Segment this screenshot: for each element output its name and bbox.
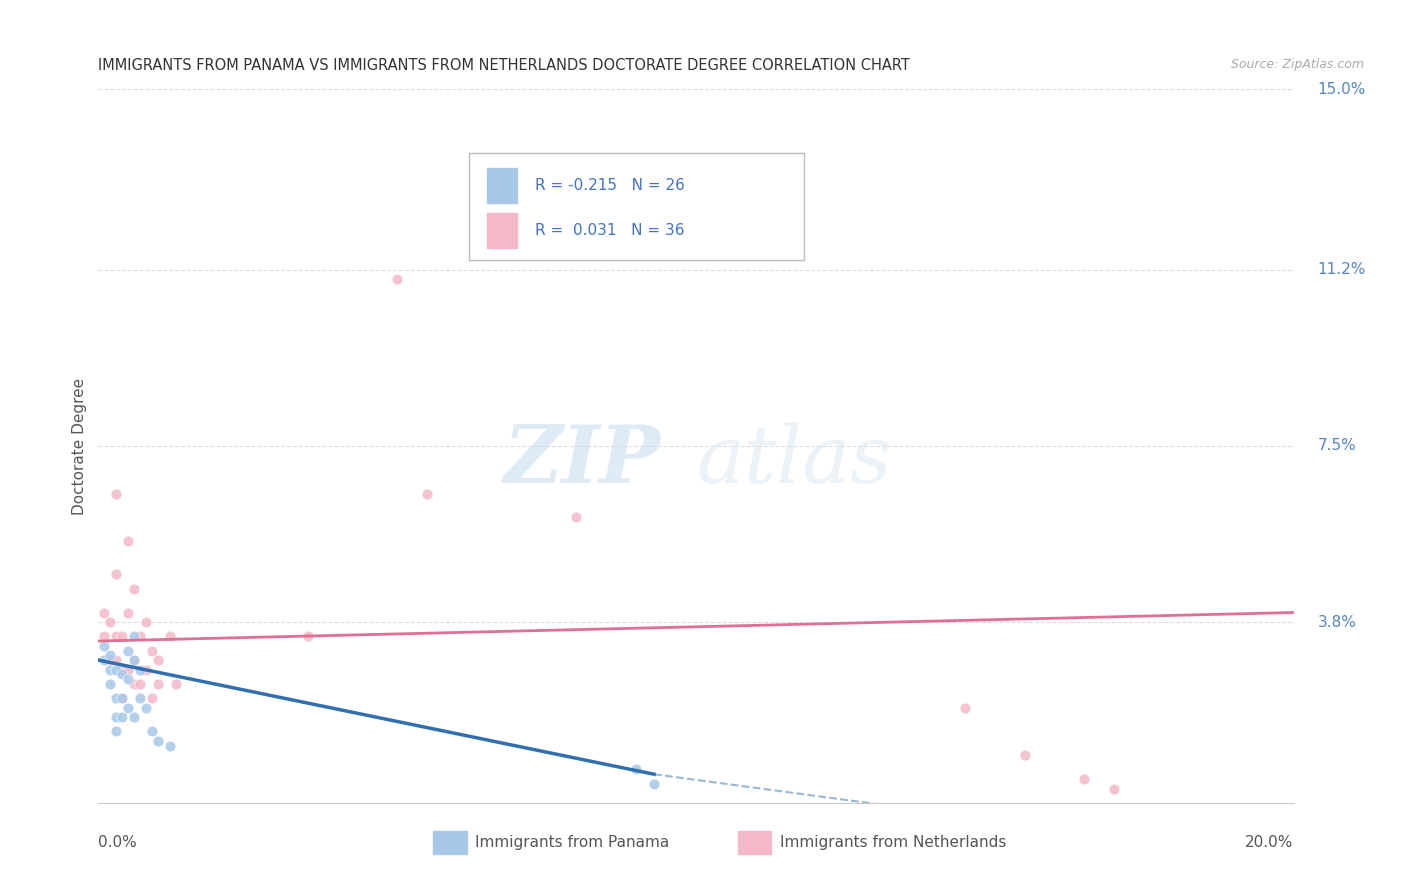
Text: atlas: atlas (696, 422, 891, 499)
Point (129, 677, 152, 691)
Point (111, 691, 134, 706)
Text: R =  0.031   N = 36: R = 0.031 N = 36 (534, 223, 685, 238)
Point (98, 663, 122, 677)
Point (105, 629, 128, 643)
Point (117, 663, 139, 677)
Point (148, 677, 170, 691)
Point (297, 629, 319, 643)
Text: R = -0.215   N = 26: R = -0.215 N = 26 (534, 178, 685, 193)
Point (124, 653, 146, 667)
Point (141, 643, 163, 657)
Text: 15.0%: 15.0% (1317, 82, 1365, 96)
Point (159, 739, 181, 753)
Y-axis label: Doctorate Degree: Doctorate Degree (72, 377, 87, 515)
Point (475, 201, 498, 215)
Point (1073, 772, 1095, 786)
Point (117, 700, 139, 714)
Text: Immigrants from Netherlands: Immigrants from Netherlands (779, 835, 1007, 850)
Point (141, 691, 163, 706)
Point (98, 648, 122, 663)
Point (117, 534, 139, 549)
Point (98, 677, 122, 691)
Point (135, 663, 157, 677)
Text: ZIP: ZIP (503, 422, 661, 499)
FancyBboxPatch shape (486, 168, 517, 203)
Point (165, 677, 187, 691)
Text: IMMIGRANTS FROM PANAMA VS IMMIGRANTS FROM NETHERLANDS DOCTORATE DEGREE CORRELATI: IMMIGRANTS FROM PANAMA VS IMMIGRANTS FRO… (98, 58, 910, 73)
Point (111, 667, 134, 681)
Point (1014, 748, 1036, 763)
Point (124, 629, 146, 643)
Point (124, 710, 146, 724)
Point (93, 606, 115, 620)
FancyBboxPatch shape (433, 831, 467, 855)
Point (105, 710, 128, 724)
Point (111, 691, 134, 706)
Point (124, 582, 146, 596)
Point (129, 691, 152, 706)
Text: Source: ZipAtlas.com: Source: ZipAtlas.com (1230, 58, 1364, 71)
Point (93, 629, 115, 643)
Point (105, 567, 128, 582)
Text: 20.0%: 20.0% (1246, 835, 1294, 850)
Text: Immigrants from Panama: Immigrants from Panama (475, 835, 669, 850)
Point (565, 510, 588, 524)
Point (148, 734, 170, 748)
Point (135, 700, 157, 714)
Text: 0.0%: 0.0% (98, 835, 138, 850)
Point (643, 777, 665, 791)
Point (124, 653, 146, 667)
FancyBboxPatch shape (470, 153, 804, 260)
Point (159, 629, 181, 643)
Point (93, 639, 115, 653)
Point (117, 606, 139, 620)
Point (117, 672, 139, 686)
Point (148, 653, 170, 667)
Point (105, 691, 128, 706)
Point (129, 663, 152, 677)
Point (98, 653, 122, 667)
Point (93, 653, 115, 667)
Point (1104, 781, 1126, 796)
Point (416, 486, 439, 500)
Point (111, 710, 134, 724)
Point (105, 663, 128, 677)
Text: 11.2%: 11.2% (1317, 262, 1365, 277)
Point (111, 629, 134, 643)
Point (111, 663, 134, 677)
Point (141, 724, 163, 739)
Point (98, 615, 122, 629)
Point (135, 615, 157, 629)
FancyBboxPatch shape (486, 212, 517, 248)
Point (117, 643, 139, 657)
Point (105, 653, 128, 667)
Point (105, 486, 128, 500)
Point (953, 700, 976, 714)
Point (105, 724, 128, 739)
FancyBboxPatch shape (738, 831, 772, 855)
Text: 3.8%: 3.8% (1317, 615, 1357, 630)
Point (124, 677, 146, 691)
Text: 7.5%: 7.5% (1317, 439, 1357, 453)
Point (624, 763, 647, 777)
Point (129, 629, 152, 643)
Point (385, 272, 409, 286)
